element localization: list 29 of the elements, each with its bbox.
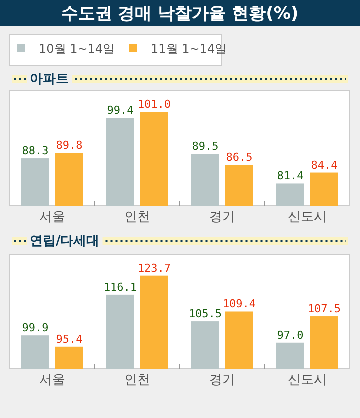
data-label: 123.7 — [138, 262, 172, 275]
x-tick-label: 경기 — [210, 373, 236, 388]
chart-subtitle: 아파트 — [30, 72, 69, 87]
data-label: 81.4 — [277, 170, 304, 183]
data-label: 109.4 — [222, 298, 256, 311]
data-label: 89.8 — [56, 139, 83, 152]
data-label: 105.5 — [188, 308, 222, 321]
data-label: 95.4 — [56, 332, 84, 346]
x-tick-label: 인천 — [124, 210, 150, 225]
x-tick-label: 경기 — [210, 210, 236, 225]
data-label: 89.5 — [192, 140, 219, 154]
data-label: 88.3 — [22, 144, 49, 158]
x-tick-label: 서울 — [40, 373, 66, 388]
data-label: 86.5 — [226, 151, 253, 164]
data-label: 101.0 — [138, 98, 172, 112]
data-label: 97.0 — [277, 328, 304, 342]
legend-label: 11월 1~14일 — [151, 42, 228, 56]
data-label: 99.4 — [107, 104, 134, 118]
x-tick-label: 신도시 — [288, 210, 327, 225]
data-label: 107.5 — [308, 302, 342, 316]
x-tick-label: 신도시 — [288, 373, 327, 388]
x-tick-label: 인천 — [124, 373, 150, 388]
data-label: 99.9 — [22, 322, 49, 335]
data-label: 84.4 — [311, 158, 338, 172]
x-tick-label: 서울 — [40, 210, 66, 225]
data-label: 116.1 — [104, 280, 138, 294]
chart-title: 연립/다세대 — [30, 234, 100, 249]
chart-title: 수도권 경매 낙찰가율 현황(%) — [61, 4, 299, 24]
legend-label: 10월 1~14일 — [39, 42, 116, 56]
